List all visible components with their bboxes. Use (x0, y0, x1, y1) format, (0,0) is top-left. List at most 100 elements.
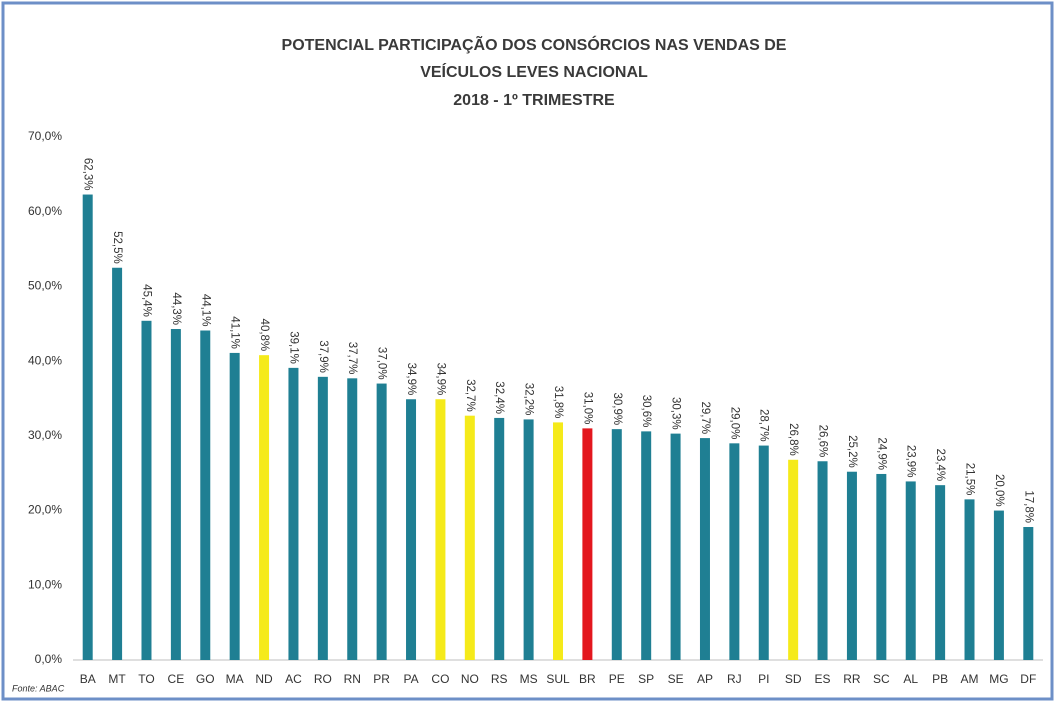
x-tick-label: RS (491, 672, 508, 686)
bar (464, 415, 475, 660)
x-tick-label: AC (285, 672, 302, 686)
data-label: 25,2% (846, 435, 858, 468)
x-tick-label: AP (697, 672, 713, 686)
bar (993, 510, 1004, 660)
data-label: 30,3% (670, 397, 682, 430)
bar (376, 383, 387, 660)
data-label: 29,0% (728, 407, 740, 440)
x-tick-label: MG (989, 672, 1008, 686)
x-tick-label: NO (461, 672, 479, 686)
x-tick-label: MT (108, 672, 126, 686)
data-label: 23,4% (934, 449, 946, 482)
bar (846, 471, 857, 660)
chart-title: POTENCIAL PARTICIPAÇÃO DOS CONSÓRCIOS NA… (282, 34, 787, 54)
bar (200, 330, 211, 660)
data-label: 17,8% (1022, 490, 1034, 523)
bar (758, 445, 769, 660)
bar (729, 443, 740, 660)
x-tick-label: AM (961, 672, 979, 686)
data-label: 52,5% (111, 231, 123, 264)
bar (494, 417, 505, 660)
y-tick-label: 60,0% (28, 204, 62, 218)
x-tick-label: TO (138, 672, 154, 686)
bar (170, 329, 181, 660)
bar (964, 499, 975, 660)
data-label: 40,8% (258, 319, 270, 352)
x-tick-label: CE (168, 672, 185, 686)
x-tick-label: MA (226, 672, 244, 686)
data-label: 32,7% (464, 379, 476, 412)
data-label: 39,1% (287, 331, 299, 364)
x-tick-label: SD (785, 672, 802, 686)
x-tick-label: PA (403, 672, 418, 686)
bar (141, 320, 152, 660)
x-tick-label: SUL (546, 672, 570, 686)
bar (876, 473, 887, 660)
data-label: 44,1% (199, 294, 211, 327)
data-label: 62,3% (82, 158, 94, 191)
data-label: 37,7% (346, 342, 358, 375)
x-tick-label: PI (758, 672, 769, 686)
y-tick-label: 10,0% (28, 577, 62, 591)
data-label: 41,1% (229, 316, 241, 349)
data-label: 32,4% (493, 381, 505, 414)
bar (435, 399, 446, 660)
data-label: 30,9% (611, 393, 623, 426)
y-tick-label: 0,0% (35, 652, 63, 666)
bar (112, 267, 123, 660)
bar (347, 378, 358, 660)
bar (259, 355, 270, 660)
x-tick-label: RN (344, 672, 361, 686)
bar (935, 485, 946, 660)
x-tick-label: RJ (727, 672, 742, 686)
bar (670, 433, 681, 660)
bar (699, 438, 710, 660)
data-label: 24,9% (875, 437, 887, 470)
x-tick-label: RO (314, 672, 332, 686)
x-tick-label: PR (373, 672, 390, 686)
bar (523, 419, 534, 660)
x-tick-label: MS (520, 672, 538, 686)
data-label: 44,3% (170, 292, 182, 325)
x-tick-label: PB (932, 672, 948, 686)
bar (582, 428, 593, 660)
bar (611, 429, 622, 660)
x-tick-label: PE (609, 672, 625, 686)
data-label: 34,9% (434, 363, 446, 396)
data-label: 26,6% (817, 425, 829, 458)
x-tick-label: DF (1020, 672, 1036, 686)
data-label: 28,7% (758, 409, 770, 442)
x-tick-label: ES (815, 672, 831, 686)
chart-title: 2018 - 1º TRIMESTRE (453, 92, 615, 109)
x-tick-label: SP (638, 672, 654, 686)
bar (317, 376, 328, 660)
x-tick-label: ND (255, 672, 273, 686)
bar (905, 481, 916, 660)
data-label: 32,2% (523, 383, 535, 416)
data-label: 21,5% (963, 463, 975, 496)
bar (641, 431, 652, 660)
bar (406, 399, 417, 660)
bar (229, 352, 240, 660)
data-label: 31,8% (552, 386, 564, 419)
x-tick-label: GO (196, 672, 215, 686)
data-label: 45,4% (140, 284, 152, 317)
data-label: 26,8% (787, 423, 799, 456)
data-label: 34,9% (405, 363, 417, 396)
bar (1023, 527, 1034, 660)
x-tick-label: CO (431, 672, 449, 686)
bar (288, 367, 299, 660)
bar (788, 459, 799, 660)
x-tick-label: SC (873, 672, 890, 686)
y-tick-label: 50,0% (28, 279, 62, 293)
y-tick-label: 30,0% (28, 428, 62, 442)
data-label: 23,9% (905, 445, 917, 478)
y-tick-label: 20,0% (28, 503, 62, 517)
bar (82, 194, 93, 660)
data-label: 37,0% (376, 347, 388, 380)
data-label: 30,6% (640, 395, 652, 428)
y-tick-label: 70,0% (28, 129, 62, 143)
chart-title: VEÍCULOS LEVES NACIONAL (420, 62, 648, 81)
data-label: 20,0% (993, 474, 1005, 507)
